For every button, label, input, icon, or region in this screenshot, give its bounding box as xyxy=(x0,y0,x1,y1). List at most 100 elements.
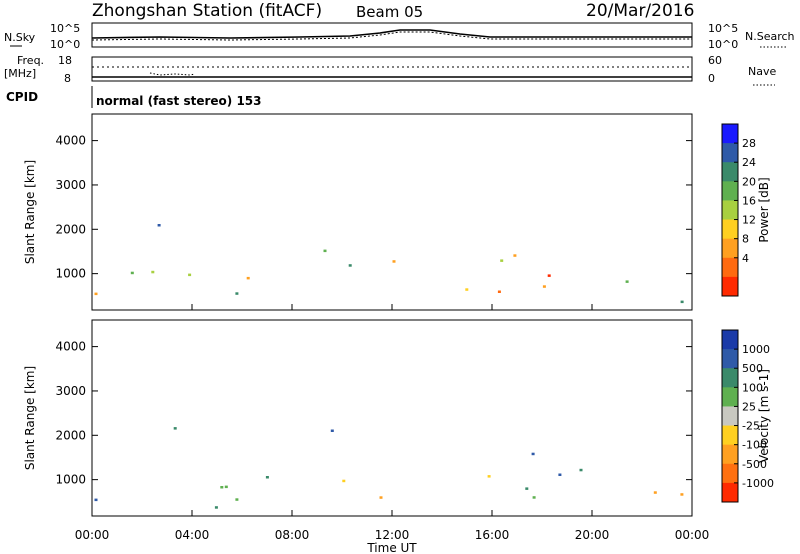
velocity-colorbar-label: Velocity [m s-1] xyxy=(757,369,771,463)
colorbar-tick-label: 4 xyxy=(742,252,749,265)
colorbar-tick-label: -100 xyxy=(742,439,767,452)
colorbar-tick-label: 28 xyxy=(742,137,756,150)
nsearch-series xyxy=(91,31,692,41)
echo-cell xyxy=(680,493,684,496)
colorbar-swatch xyxy=(722,444,738,465)
velocity-frame xyxy=(91,319,693,517)
power-colorbar: 4 8 12 16 20 24 28 xyxy=(721,123,756,297)
freq-tick-lo: 8 xyxy=(64,72,71,85)
colorbar-tick-label: 20 xyxy=(742,175,756,188)
echo-cell xyxy=(157,224,161,227)
colorbar-tick-label: -1000 xyxy=(742,477,774,490)
colorbar-tick-label: 100 xyxy=(742,381,763,394)
echo-cell xyxy=(525,487,529,490)
echo-cell xyxy=(487,475,491,478)
echo-cell xyxy=(532,496,536,499)
echo-cell xyxy=(625,280,629,283)
colorbar-swatch xyxy=(722,482,738,503)
ytick-label: 4000 xyxy=(55,340,86,354)
colorbar-swatch xyxy=(722,425,738,446)
colorbar-swatch xyxy=(722,463,738,484)
ytick-label: 1000 xyxy=(55,473,86,487)
colorbar-swatch xyxy=(722,276,738,297)
echo-cell xyxy=(513,254,517,257)
echo-cell xyxy=(547,274,551,277)
power-panel: 1000 2000 3000 4000 Slant Range [km] xyxy=(23,113,693,311)
colorbar-tick-label: 24 xyxy=(742,156,756,169)
xtick-label: 20:00 xyxy=(575,528,610,542)
echo-cell xyxy=(579,468,583,472)
nsky-tick-hi: 10^5 xyxy=(50,22,80,35)
colorbar-tick-label: 12 xyxy=(742,214,756,227)
xtick-label: 16:00 xyxy=(475,528,510,542)
colorbar-swatch xyxy=(722,143,738,163)
echo-cell xyxy=(497,290,501,293)
echo-cell xyxy=(542,285,546,288)
colorbar-swatch xyxy=(722,181,738,201)
power-yticks: 1000 2000 3000 4000 xyxy=(55,134,692,281)
ytick-label: 3000 xyxy=(55,384,86,398)
freq-unit: [MHz] xyxy=(4,67,36,80)
velocity-yticks: 1000 2000 3000 4000 xyxy=(55,340,692,487)
colorbar-frame xyxy=(721,329,739,503)
echo-cell xyxy=(330,429,334,432)
nave-tick-hi: 60 xyxy=(708,54,722,67)
colorbar-swatch xyxy=(722,124,738,144)
figure-title: Zhongshan Station (fitACF) xyxy=(92,1,322,21)
nsearch-tick-hi: 10^5 xyxy=(708,22,738,35)
echo-cell xyxy=(348,264,352,267)
echo-cell xyxy=(379,496,383,499)
nsky-tick-lo: 10^0 xyxy=(50,38,80,51)
x-axis-label: Time UT xyxy=(366,541,417,554)
colorbar-swatch xyxy=(722,387,738,407)
colorbar-swatch xyxy=(722,200,738,221)
echo-cell xyxy=(188,273,192,277)
nsky-label: N.Sky xyxy=(4,31,36,44)
nave-tick-lo: 0 xyxy=(708,72,715,85)
echo-cell xyxy=(265,476,269,479)
colorbar-tick-label: -25 xyxy=(742,420,760,433)
colorbar-swatch xyxy=(722,257,738,278)
echo-cell xyxy=(224,485,228,489)
echo-cell xyxy=(94,292,98,296)
echo-cell xyxy=(220,486,224,489)
freq-label: Freq. xyxy=(17,54,44,67)
echo-cell xyxy=(214,506,218,509)
nsearch-tick-lo: 10^0 xyxy=(708,38,738,51)
ytick-label: 2000 xyxy=(55,428,86,442)
colorbar-swatch xyxy=(722,349,738,369)
colorbar-tick-label: -500 xyxy=(742,458,767,471)
x-axis-ticks: 00:00 04:00 08:00 12:00 16:00 20:00 00:00 xyxy=(75,304,709,542)
cpid-value: normal (fast stereo) 153 xyxy=(96,94,262,108)
velocity-ylabel: Slant Range [km] xyxy=(23,366,37,470)
colorbar-swatch xyxy=(722,219,738,240)
echo-cell xyxy=(342,479,346,483)
velocity-data xyxy=(94,427,684,509)
freq-tick-hi: 18 xyxy=(58,54,72,67)
colorbar-swatch xyxy=(722,406,738,427)
echo-cell xyxy=(173,427,177,430)
velocity-colorbar: 1000 500 100 25 -25 -100 -500 -1000 xyxy=(721,329,774,503)
colorbar-frame xyxy=(721,123,739,297)
echo-cell xyxy=(235,498,239,501)
nsearch-label: N.Search xyxy=(745,30,795,43)
xtick-label: 08:00 xyxy=(275,528,310,542)
cpid-label: CPID xyxy=(6,90,38,104)
echo-cell xyxy=(500,259,504,262)
nsky-panel: N.Sky 10^5 10^0 10^5 10^0 N.Search xyxy=(4,22,795,51)
echo-cell xyxy=(151,270,155,274)
colorbar-swatch xyxy=(722,238,738,259)
echo-cell xyxy=(392,260,396,263)
echo-cell xyxy=(94,498,98,502)
power-frame xyxy=(91,113,693,311)
ytick-label: 3000 xyxy=(55,178,86,192)
echo-cell xyxy=(531,452,535,456)
ytick-label: 2000 xyxy=(55,222,86,236)
xtick-label: 00:00 xyxy=(75,528,110,542)
echo-cell xyxy=(465,288,469,291)
freq-panel: Freq. [MHz] 18 8 60 0 Nave xyxy=(4,54,776,86)
xtick-label: 12:00 xyxy=(375,528,410,542)
echo-cell xyxy=(235,292,239,295)
colorbar-tick-label: 25 xyxy=(742,400,756,413)
ytick-label: 1000 xyxy=(55,267,86,281)
